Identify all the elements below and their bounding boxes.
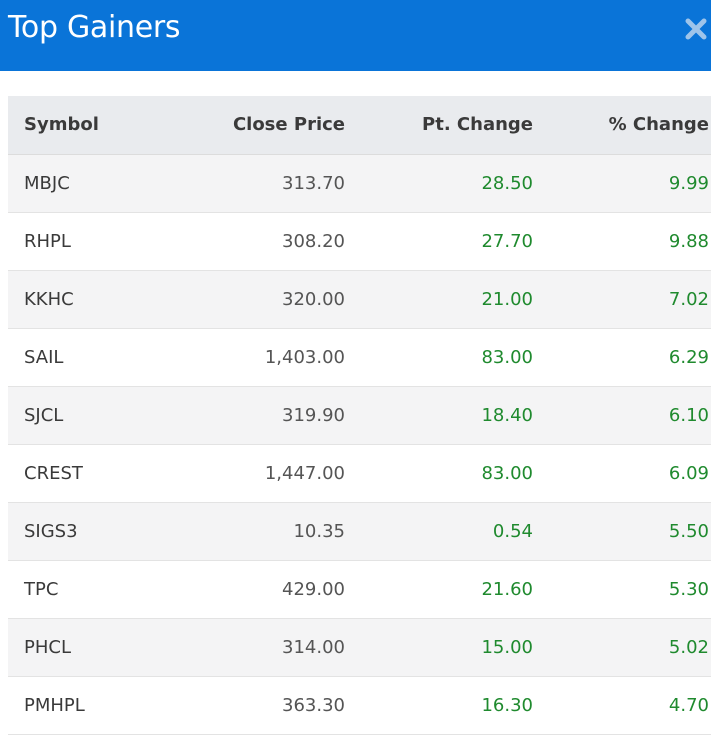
cell-pct-change: 6.29 [533,328,711,387]
cell-symbol[interactable]: PHCL [8,618,198,677]
cell-close-price: 1,447.00 [198,444,345,503]
gainers-table: Symbol Close Price Pt. Change % Change M… [8,96,711,735]
cell-pct-change: 5.30 [533,560,711,619]
cell-pct-change: 5.50 [533,502,711,561]
cell-symbol[interactable]: SAIL [8,328,198,387]
header-row: Symbol Close Price Pt. Change % Change [8,96,711,155]
column-header-pct-change[interactable]: % Change [533,96,711,155]
cell-close-price: 320.00 [198,270,345,329]
cell-pt-change: 83.00 [345,444,533,503]
gainers-table-container: Symbol Close Price Pt. Change % Change M… [8,96,711,735]
cell-symbol[interactable]: MBJC [8,154,198,213]
table-row[interactable]: TPC 429.00 21.60 5.30 [8,560,711,619]
table-body: MBJC 313.70 28.50 9.99 RHPL 308.20 27.70… [8,154,711,735]
cell-close-price: 313.70 [198,154,345,213]
cell-close-price: 314.00 [198,618,345,677]
cell-pt-change: 18.40 [345,386,533,445]
table-row[interactable]: SIGS3 10.35 0.54 5.50 [8,502,711,561]
table-row[interactable]: MBJC 313.70 28.50 9.99 [8,154,711,213]
cell-pct-change: 6.10 [533,386,711,445]
cell-close-price: 308.20 [198,212,345,271]
cell-pt-change: 21.00 [345,270,533,329]
cell-symbol[interactable]: CREST [8,444,198,503]
cell-close-price: 363.30 [198,676,345,735]
column-header-close-price[interactable]: Close Price [198,96,345,155]
cell-close-price: 429.00 [198,560,345,619]
cell-pct-change: 7.02 [533,270,711,329]
cell-pt-change: 21.60 [345,560,533,619]
table-row[interactable]: KKHC 320.00 21.00 7.02 [8,270,711,329]
cell-pct-change: 9.99 [533,154,711,213]
table-row[interactable]: CREST 1,447.00 83.00 6.09 [8,444,711,503]
cell-symbol[interactable]: KKHC [8,270,198,329]
cell-symbol[interactable]: RHPL [8,212,198,271]
cell-pt-change: 83.00 [345,328,533,387]
cell-close-price: 10.35 [198,502,345,561]
cell-pct-change: 6.09 [533,444,711,503]
cell-pt-change: 16.30 [345,676,533,735]
cell-symbol[interactable]: PMHPL [8,676,198,735]
table-row[interactable]: PHCL 314.00 15.00 5.02 [8,618,711,677]
modal-header: Top Gainers [0,0,711,71]
cell-symbol[interactable]: SIGS3 [8,502,198,561]
column-header-pt-change[interactable]: Pt. Change [345,96,533,155]
table-row[interactable]: RHPL 308.20 27.70 9.88 [8,212,711,271]
cell-pct-change: 4.70 [533,676,711,735]
cell-pct-change: 5.02 [533,618,711,677]
cell-pt-change: 28.50 [345,154,533,213]
modal-title: Top Gainers [8,10,181,45]
cell-pct-change: 9.88 [533,212,711,271]
cell-close-price: 319.90 [198,386,345,445]
cell-pt-change: 0.54 [345,502,533,561]
cell-pt-change: 27.70 [345,212,533,271]
close-icon[interactable] [685,16,707,42]
cell-close-price: 1,403.00 [198,328,345,387]
table-row[interactable]: PMHPL 363.30 16.30 4.70 [8,676,711,735]
table-header: Symbol Close Price Pt. Change % Change [8,96,711,155]
table-row[interactable]: SJCL 319.90 18.40 6.10 [8,386,711,445]
table-row[interactable]: SAIL 1,403.00 83.00 6.29 [8,328,711,387]
cell-symbol[interactable]: SJCL [8,386,198,445]
cell-pt-change: 15.00 [345,618,533,677]
cell-symbol[interactable]: TPC [8,560,198,619]
column-header-symbol[interactable]: Symbol [8,96,198,155]
